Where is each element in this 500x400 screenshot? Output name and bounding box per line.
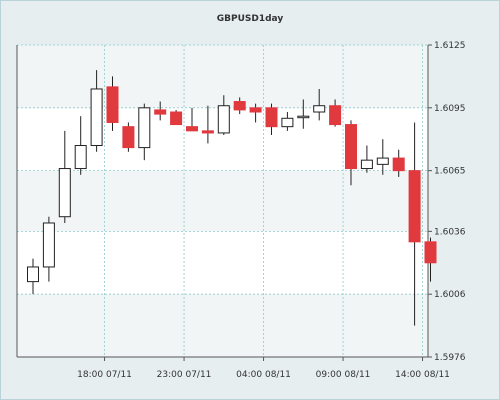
candle-body-down (186, 126, 198, 132)
grid-band (17, 45, 428, 108)
candle-body-up (297, 115, 310, 119)
candle-body-down (345, 124, 357, 170)
candle-body-up (376, 157, 389, 165)
candle-body-down (408, 170, 421, 243)
candle-body-down (154, 109, 167, 115)
x-tick-label: 04:00 08/11 (236, 370, 291, 380)
candle-body-up (58, 168, 71, 218)
x-tick-label: 14:00 08/11 (395, 370, 450, 380)
y-tick-label: 1.6006 (434, 290, 466, 300)
x-tick-label: 09:00 08/11 (316, 370, 371, 380)
candle-body-up (90, 88, 103, 147)
candle-body-up (27, 266, 39, 283)
candle-body-up (313, 105, 326, 113)
candle-body-up (217, 105, 230, 134)
chart-title: GBPUSD1day (217, 14, 284, 24)
candle-body-down (392, 157, 405, 172)
candle-body-up (74, 145, 87, 170)
x-tick-label: 23:00 07/11 (157, 370, 212, 380)
candle-body-down (201, 130, 214, 134)
grid-band (17, 294, 428, 357)
candle-body-up (281, 117, 294, 128)
candle-body-down (170, 111, 183, 126)
candle-body-down (233, 101, 246, 111)
candle-body-down (249, 107, 262, 113)
y-tick-label: 1.6036 (434, 227, 466, 237)
candle-body-up (138, 107, 151, 149)
grid-band (17, 170, 428, 232)
candle-body-down (106, 86, 119, 123)
candle-body-up (42, 222, 55, 268)
y-tick-label: 1.5976 (434, 353, 466, 363)
y-tick-label: 1.6065 (434, 167, 466, 177)
candle-body-down (329, 105, 342, 126)
y-tick-label: 1.6125 (434, 41, 466, 51)
x-tick-label: 18:00 07/11 (77, 370, 132, 380)
y-tick-label: 1.6095 (434, 104, 466, 114)
candle-body-up (360, 159, 373, 170)
candle-body-down (265, 107, 278, 128)
candle-body-down (424, 241, 437, 264)
candle-body-down (122, 126, 135, 149)
